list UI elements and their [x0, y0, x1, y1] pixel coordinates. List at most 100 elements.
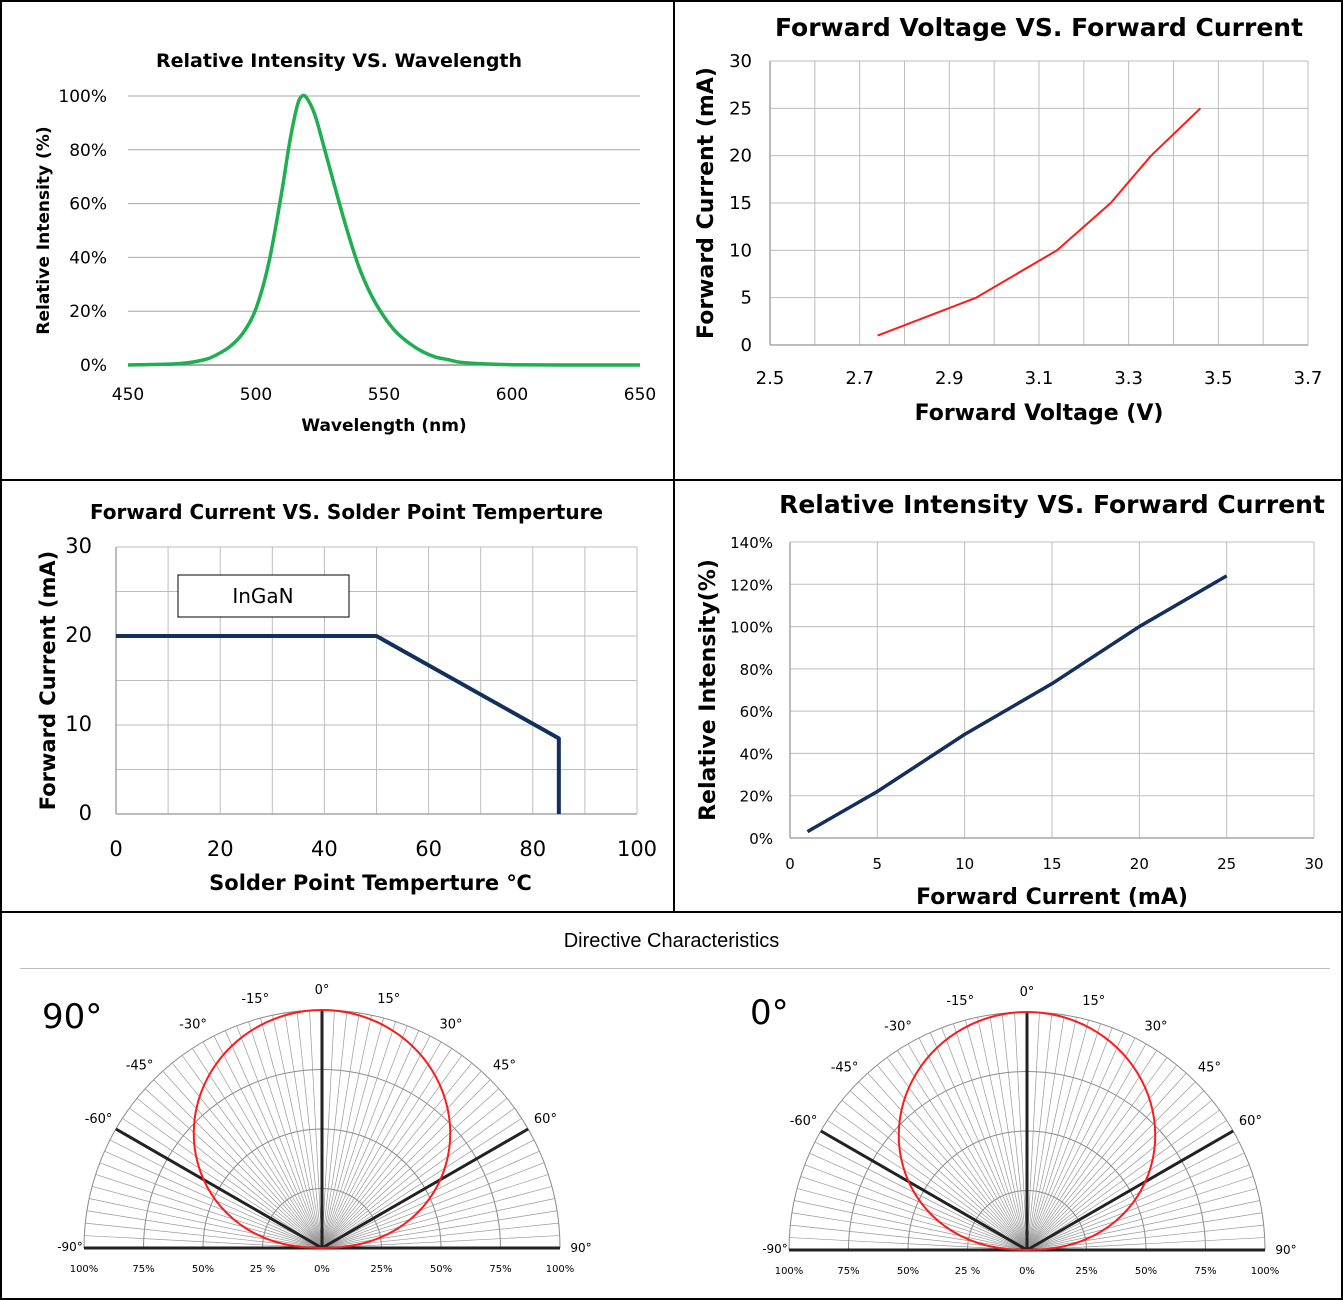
- polar-spoke: [321, 1198, 555, 1249]
- polar-spoke: [1001, 1013, 1028, 1251]
- x-tick-label: 5: [873, 855, 883, 873]
- polar-spoke: [321, 1139, 535, 1249]
- polar-spoke: [321, 1011, 348, 1249]
- polar-major-spoke: [820, 1129, 1028, 1252]
- panel-divider-vertical: [673, 0, 675, 913]
- polar-spoke: [1026, 1032, 1125, 1251]
- polar-angle-label: -30°: [179, 1018, 207, 1033]
- y-tick-label: 20: [729, 146, 752, 167]
- x-axis-label: Wavelength (nm): [301, 416, 466, 436]
- polar-radial-label: 0%: [1019, 1266, 1035, 1277]
- y-tick-label: 20: [65, 623, 92, 647]
- polar-spoke: [321, 1010, 335, 1249]
- polar-spoke: [907, 1043, 1028, 1251]
- polar-spoke: [841, 1099, 1028, 1251]
- polar-major-spoke: [115, 1127, 323, 1250]
- x-tick-label: 0: [785, 855, 795, 873]
- polar-spoke: [1026, 1109, 1220, 1251]
- polar-spoke: [321, 1015, 372, 1249]
- polar-spoke: [1026, 1120, 1227, 1251]
- y-axis-label: Forward Current (mA): [694, 67, 719, 339]
- polar-radial-label: 50%: [430, 1264, 452, 1275]
- y-tick-label: 5: [741, 288, 752, 309]
- polar-spoke: [321, 1186, 552, 1249]
- polar-spoke: [1026, 1013, 1053, 1251]
- polar-radial-label: 50%: [897, 1266, 919, 1277]
- polar-spoke: [321, 1021, 396, 1249]
- polar-spoke: [321, 1235, 560, 1249]
- polar-spoke: [321, 1062, 473, 1249]
- polar-angle-label: 45°: [493, 1059, 516, 1074]
- polar-spoke: [953, 1023, 1028, 1251]
- y-tick-label: 30: [729, 51, 752, 72]
- directive-title: Directive Characteristics: [563, 930, 780, 952]
- polar-angle-label: -15°: [241, 992, 269, 1007]
- polar-spoke: [321, 1035, 431, 1249]
- polar-spoke: [321, 1018, 384, 1249]
- y-tick-label: 100%: [58, 87, 107, 107]
- x-tick-label: 100: [617, 837, 657, 861]
- polar-angle-label: 45°: [1198, 1061, 1221, 1076]
- y-tick-label: 0: [741, 335, 752, 356]
- series-line: [877, 107, 1202, 337]
- polar-radial-label: 100%: [70, 1264, 99, 1275]
- polar-spoke: [834, 1109, 1028, 1251]
- polar-spoke: [989, 1014, 1028, 1251]
- y-tick-label: 80%: [69, 141, 107, 161]
- polar-spoke: [1026, 1020, 1089, 1251]
- polar-spoke: [1026, 1200, 1260, 1251]
- polar-angle-label: -45°: [831, 1061, 859, 1076]
- polar-spoke: [321, 1055, 463, 1249]
- chart-title: Forward Voltage VS. Forward Current: [775, 13, 1303, 42]
- polar-spoke: [977, 1017, 1028, 1251]
- polar-spoke: [144, 1088, 323, 1249]
- y-tick-label: 0: [79, 801, 92, 825]
- polar-angle-label: -30°: [884, 1020, 912, 1035]
- x-tick-label: 80: [519, 837, 546, 861]
- polar-spoke: [321, 1079, 491, 1249]
- polar-spoke: [1026, 1237, 1265, 1251]
- polar-spoke: [918, 1037, 1028, 1251]
- polar-spoke: [1026, 1164, 1250, 1251]
- polar-spoke: [86, 1210, 323, 1249]
- polar-spoke: [260, 1018, 323, 1249]
- polar-spoke: [1026, 1212, 1263, 1251]
- polar-spoke: [858, 1081, 1028, 1251]
- polar-spoke: [321, 1210, 558, 1249]
- y-axis-label: Relative Intensity(%): [696, 559, 721, 821]
- polar-spoke: [104, 1150, 323, 1249]
- x-tick-label: 2.7: [845, 368, 874, 389]
- chart-title: Relative Intensity VS. Forward Current: [779, 490, 1325, 519]
- x-tick-label: 3.1: [1025, 368, 1054, 389]
- x-tick-label: 0: [109, 837, 122, 861]
- x-axis-label: Forward Voltage (V): [915, 401, 1164, 426]
- polar-spoke: [296, 1011, 323, 1249]
- polar-angle-label: 90°: [1275, 1243, 1296, 1257]
- polar-spoke: [309, 1010, 323, 1249]
- polar-spoke: [929, 1032, 1028, 1251]
- y-tick-label: 10: [65, 712, 92, 736]
- polar-spoke: [791, 1212, 1028, 1251]
- polar-angle-label: 15°: [1082, 994, 1105, 1009]
- polar-spoke: [1026, 1057, 1168, 1251]
- x-tick-label: 15: [1042, 855, 1061, 873]
- polar-spoke: [321, 1012, 360, 1249]
- polar-spoke: [867, 1072, 1028, 1251]
- polar-spoke: [202, 1041, 323, 1249]
- polar-radial-label: 25%: [1075, 1266, 1097, 1277]
- polar-spoke: [321, 1150, 540, 1249]
- polar-angle-label: 90°: [570, 1241, 591, 1255]
- polar-angle-label: -60°: [85, 1112, 113, 1127]
- annotation-label: InGaN: [232, 584, 293, 608]
- chart-title: Forward Current VS. Solder Point Tempert…: [90, 500, 603, 524]
- polar-spoke: [827, 1120, 1028, 1251]
- x-tick-label: 60: [415, 837, 442, 861]
- polar-spoke: [321, 1041, 442, 1249]
- polar-spoke: [1026, 1152, 1245, 1251]
- polar-spoke: [321, 1025, 408, 1249]
- polar-spoke: [1026, 1027, 1113, 1251]
- polar-orientation-label: 0°: [750, 993, 789, 1033]
- polar-spoke: [1026, 1188, 1257, 1251]
